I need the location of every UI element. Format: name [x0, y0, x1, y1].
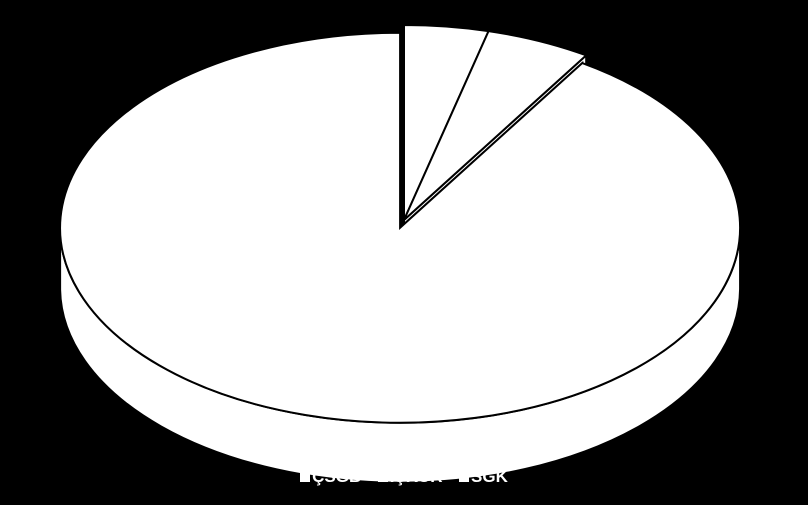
pie-chart-svg — [0, 0, 808, 500]
pie-slice-top-sgk — [60, 33, 740, 423]
legend-item-csgb: ÇSGB — [300, 467, 361, 487]
legend-swatch-csgb — [300, 472, 310, 482]
legend: ÇSGB İŞKUR SGK — [0, 467, 808, 487]
legend-swatch-iskur — [378, 472, 388, 482]
legend-label-csgb: ÇSGB — [312, 467, 361, 486]
legend-item-iskur: İŞKUR — [378, 467, 443, 487]
legend-label-iskur: İŞKUR — [390, 467, 443, 486]
legend-label-sgk: SGK — [471, 467, 508, 486]
pie-chart: ÇSGB İŞKUR SGK — [0, 0, 808, 500]
legend-item-sgk: SGK — [459, 467, 508, 487]
pie-tops — [60, 25, 740, 423]
legend-swatch-sgk — [459, 472, 469, 482]
